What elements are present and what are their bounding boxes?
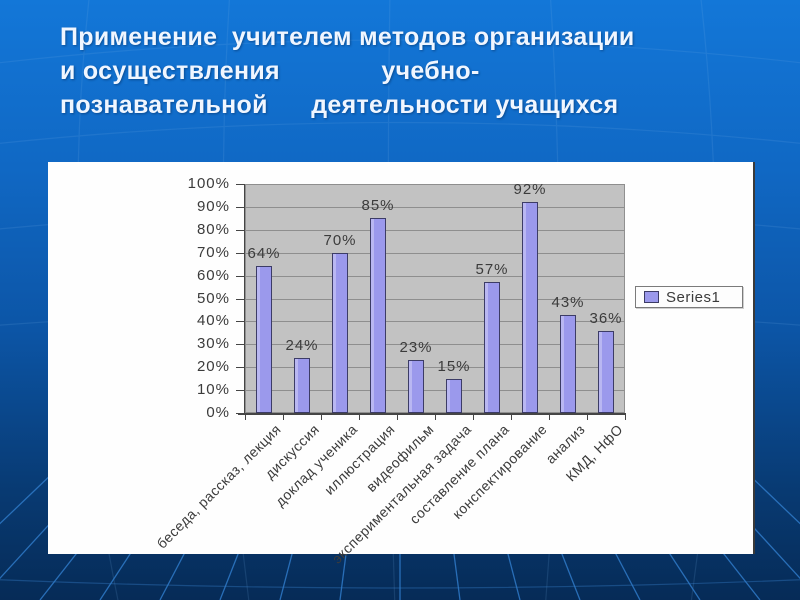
slide-title-line-3: познавательной деятельности учащихся (60, 91, 619, 119)
gridline (245, 206, 625, 208)
y-axis-tick-label: 0% (206, 404, 230, 421)
bar-value-label: 92% (513, 181, 547, 198)
y-axis-tick-label: 90% (196, 197, 230, 215)
x-axis-tick (397, 415, 398, 420)
x-axis-line (238, 413, 626, 415)
y-axis-tick-label: 50% (196, 289, 230, 307)
bar (256, 266, 272, 413)
y-axis-tick (236, 184, 244, 185)
x-axis-tick (435, 415, 436, 420)
y-axis-tick (236, 367, 244, 369)
gridline (245, 321, 625, 323)
bar (484, 282, 500, 413)
y-axis-tick (236, 206, 244, 208)
x-axis-tick (473, 415, 474, 420)
bar-chart-panel: 100% 90% 80% 70% 60% 50% 40% 30% 20% 10% 0% 64% 24%… (48, 162, 755, 567)
bar-value-label: 64% (247, 245, 281, 262)
gridline (245, 229, 625, 231)
x-axis-tick (359, 415, 360, 420)
category-label: экспериментальная задача (328, 421, 475, 567)
y-axis-tick (236, 321, 244, 323)
y-axis-tick-label: 80% (196, 220, 230, 238)
gridline (245, 252, 625, 254)
category-label: беседа, рассказ, лекция (153, 421, 285, 552)
y-axis-tick (236, 275, 244, 277)
y-axis-tick (236, 229, 244, 231)
y-axis-tick (236, 413, 244, 414)
x-axis-tick (245, 415, 246, 420)
slide-title-line-1: Применение учителем методов организации (60, 23, 635, 51)
bar-value-label: 15% (437, 358, 471, 375)
x-axis-tick (587, 415, 588, 420)
bar (408, 360, 424, 413)
y-axis-tick (236, 344, 244, 346)
bar-value-label: 70% (323, 232, 357, 249)
y-axis-tick-label: 20% (196, 358, 230, 376)
bar-value-label: 23% (399, 339, 433, 356)
x-axis-tick (625, 415, 626, 420)
slide-title: Применение учителем методов организации … (60, 20, 770, 122)
y-axis-tick (236, 390, 244, 392)
bar-value-label: 57% (475, 261, 509, 278)
gridline (245, 367, 625, 369)
bar-value-label: 43% (551, 294, 585, 311)
bar (598, 331, 614, 413)
slide-title-line-2: и осуществления учебно- (60, 57, 480, 85)
legend-series-swatch-icon (644, 291, 659, 303)
bar-value-label: 85% (361, 197, 395, 214)
x-axis-tick (283, 415, 284, 420)
y-axis-tick-label: 60% (196, 266, 230, 284)
bar (560, 315, 576, 413)
y-axis-tick-label: 100% (187, 175, 230, 192)
y-axis-tick-label: 40% (196, 312, 230, 330)
y-axis-tick (236, 298, 244, 300)
y-axis-tick-label: 30% (196, 335, 230, 353)
legend-series-label: Series1 (666, 288, 721, 306)
gridline (245, 390, 625, 392)
y-axis-tick (236, 252, 244, 254)
gridline (245, 298, 625, 300)
y-axis-line (244, 184, 245, 414)
x-axis-tick (549, 415, 550, 420)
x-axis-tick (511, 415, 512, 420)
bar-value-label: 24% (285, 337, 319, 354)
gridline (245, 275, 625, 277)
bar (332, 253, 348, 413)
gridline (245, 184, 625, 185)
y-axis-tick-label: 10% (196, 381, 230, 399)
y-axis-tick-label: 70% (196, 243, 230, 261)
x-axis-tick (321, 415, 322, 420)
bar (446, 379, 462, 413)
bar (294, 358, 310, 413)
bar-value-label: 36% (589, 310, 623, 327)
bar (522, 202, 538, 413)
gridline (245, 344, 625, 346)
bar (370, 218, 386, 413)
legend: Series1 (635, 286, 743, 308)
